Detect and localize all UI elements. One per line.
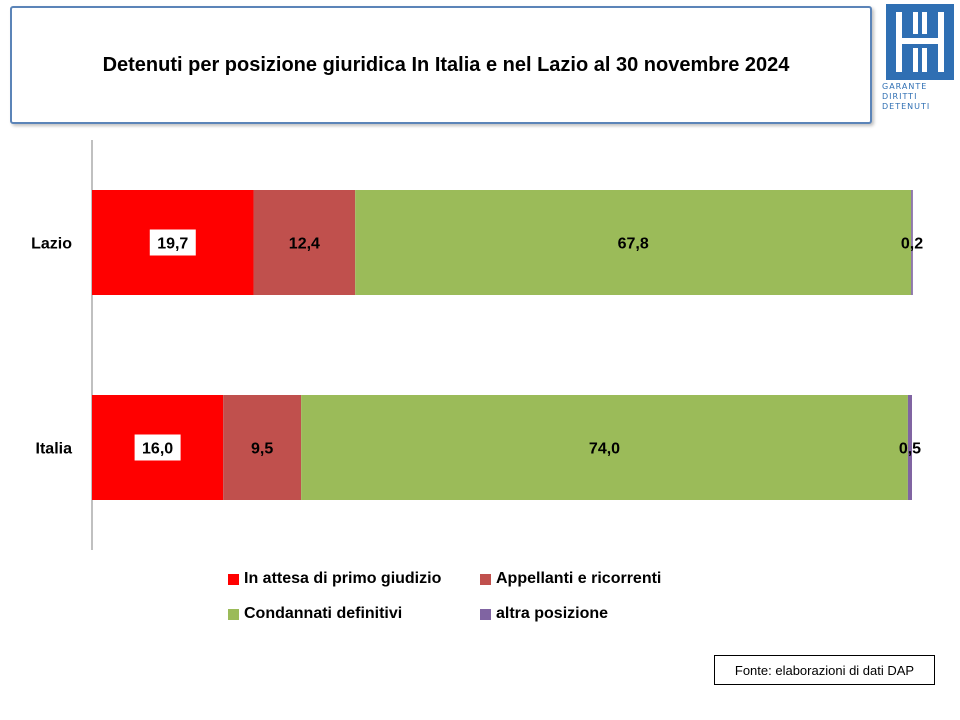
logo-mark-icon xyxy=(886,4,954,80)
data-label-lazio-series-2: 67,8 xyxy=(618,236,649,253)
legend-item-1: Appellanti e ricorrenti xyxy=(480,570,661,588)
data-label-italia-series-0: 16,0 xyxy=(142,441,173,458)
logo-line-3: DETENUTI xyxy=(882,102,931,111)
bar-lazio-series-2 xyxy=(355,190,912,295)
legend-label-3: altra posizione xyxy=(496,605,609,622)
source-text: Fonte: elaborazioni di dati DAP xyxy=(734,662,915,678)
chart-title-box: Detenuti per posizione giuridica In Ital… xyxy=(10,6,872,124)
source-note: Fonte: elaborazioni di dati DAP xyxy=(714,655,935,685)
legend-item-0: In attesa di primo giudizio xyxy=(228,570,441,588)
bar-lazio-series-1 xyxy=(253,190,356,295)
legend-swatch-2 xyxy=(228,608,239,620)
legend-label-2: Condannati definitivi xyxy=(244,605,403,622)
data-label-italia-series-1: 9,5 xyxy=(251,441,273,458)
data-label-lazio-series-1: 12,4 xyxy=(289,236,320,253)
legend-swatch-3 xyxy=(480,608,491,620)
logo-line-2: DIRITTI xyxy=(882,92,918,101)
garante-logo: GARANTE DIRITTI DETENUTI xyxy=(882,4,958,111)
bar-italia-series-3 xyxy=(907,395,912,500)
bar-italia-series-2 xyxy=(301,395,908,500)
legend-item-3: altra posizione xyxy=(480,605,608,623)
legend-label-0: In attesa di primo giudizio xyxy=(244,570,442,587)
data-label-bg-italia-series-0 xyxy=(134,434,181,461)
data-label-lazio-series-3: 0,2 xyxy=(901,236,923,253)
category-label-italia: Italia xyxy=(36,441,73,458)
data-label-italia-series-3: 0,5 xyxy=(899,441,921,458)
data-label-lazio-series-0: 19,7 xyxy=(157,236,188,253)
legend-item-2: Condannati definitivi xyxy=(228,605,402,623)
logo-line-1: GARANTE xyxy=(882,82,928,91)
data-label-bg-lazio-series-0 xyxy=(149,229,196,256)
data-label-italia-series-2: 74,0 xyxy=(589,441,620,458)
category-label-lazio: Lazio xyxy=(31,236,72,253)
legend-swatch-0 xyxy=(228,573,239,585)
bar-lazio-series-3 xyxy=(911,190,913,295)
legend-label-1: Appellanti e ricorrenti xyxy=(496,570,662,587)
chart-title: Detenuti per posizione giuridica In Ital… xyxy=(102,53,790,76)
bar-italia-series-1 xyxy=(223,395,302,500)
legend-swatch-1 xyxy=(480,573,491,585)
